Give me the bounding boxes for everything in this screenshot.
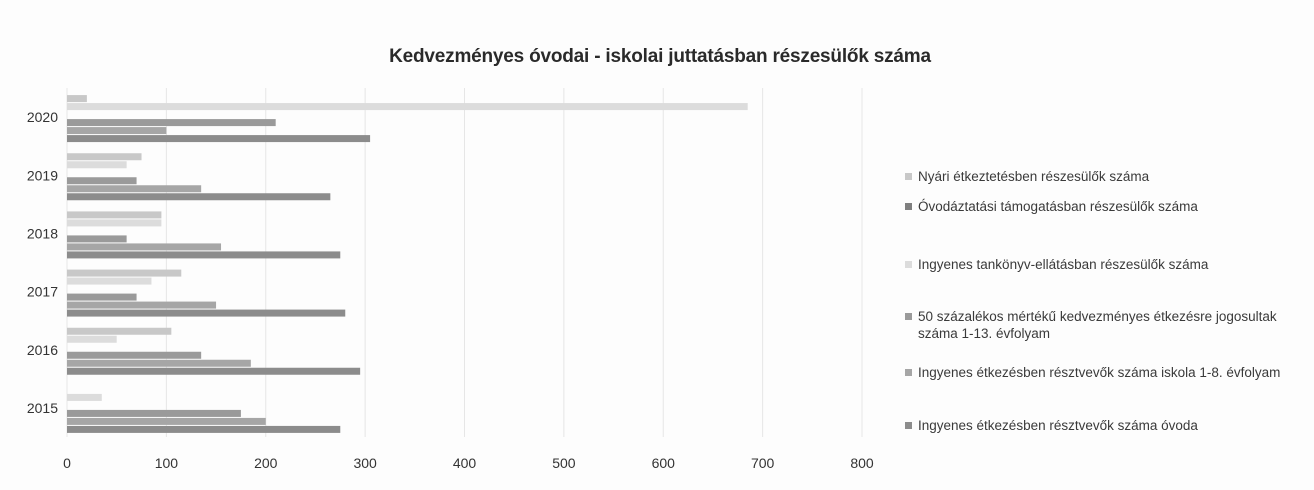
- legend-label: Ingyenes tankönyv-ellátásban részesülők …: [918, 257, 1209, 272]
- y-tick-label: 2019: [27, 167, 58, 183]
- x-tick-label: 200: [254, 455, 278, 471]
- y-tick-label: 2018: [27, 225, 58, 241]
- legend-swatch: [905, 369, 912, 376]
- bar: [67, 211, 162, 219]
- x-tick-label: 800: [850, 455, 874, 471]
- legend-item: Ingyenes tankönyv-ellátásban részesülők …: [905, 256, 1285, 273]
- bar: [67, 153, 142, 161]
- legend-item: 50 százalékos mértékű kedvezményes étkez…: [905, 308, 1285, 342]
- bar: [67, 235, 127, 243]
- bar: [67, 161, 127, 169]
- x-tick-label: 700: [751, 455, 775, 471]
- legend-item: Ingyenes étkezésben résztvevők száma óvo…: [905, 417, 1285, 434]
- legend-label: 50 százalékos mértékű kedvezményes étkez…: [918, 309, 1277, 341]
- legend-label: Ingyenes étkezésben résztvevők száma isk…: [918, 365, 1281, 380]
- bar: [67, 417, 266, 425]
- bar: [67, 409, 241, 417]
- bar: [67, 127, 167, 135]
- bar: [67, 193, 331, 201]
- legend-swatch: [905, 203, 912, 210]
- bar: [67, 251, 341, 259]
- y-tick-label: 2015: [27, 400, 58, 416]
- legend-label: Ingyenes étkezésben résztvevők száma óvo…: [918, 418, 1198, 433]
- bar: [67, 301, 217, 309]
- bar: [67, 219, 162, 227]
- bar: [67, 335, 117, 343]
- bar: [67, 425, 341, 433]
- x-tick-label: 0: [63, 455, 71, 471]
- legend-swatch: [905, 261, 912, 268]
- bar: [67, 119, 276, 127]
- bar: [67, 135, 371, 143]
- bar: [67, 243, 222, 251]
- bar: [67, 327, 172, 335]
- legend-item: Nyári étkeztetésben részesülők száma: [905, 168, 1285, 185]
- y-tick-label: 2016: [27, 342, 58, 358]
- bar: [67, 277, 152, 285]
- bar: [67, 351, 202, 359]
- legend-swatch: [905, 422, 912, 429]
- legend-label: Óvodáztatási támogatásban részesülők szá…: [918, 199, 1198, 214]
- legend-item: Ingyenes étkezésben résztvevők száma isk…: [905, 364, 1285, 381]
- legend-swatch: [905, 313, 912, 320]
- y-tick-label: 2020: [27, 109, 58, 125]
- bar: [67, 367, 361, 375]
- bar: [67, 293, 137, 301]
- legend-item: Óvodáztatási támogatásban részesülők szá…: [905, 198, 1285, 215]
- bar: [67, 177, 137, 185]
- bar: [67, 95, 87, 103]
- x-tick-label: 300: [353, 455, 377, 471]
- x-tick-label: 100: [155, 455, 179, 471]
- x-tick-label: 600: [652, 455, 676, 471]
- bar: [67, 309, 346, 317]
- plot-area: 0 100 200 300 400 500 600 700 800 2015 2016 2017 201…: [27, 88, 874, 471]
- x-tick-label: 500: [552, 455, 576, 471]
- bar: [67, 359, 251, 367]
- y-tick-label: 2017: [27, 284, 58, 300]
- chart-title: Kedvezményes óvodai - iskolai juttatásba…: [389, 46, 931, 67]
- bar: [67, 103, 748, 111]
- bar: [67, 269, 182, 277]
- x-tick-label: 400: [453, 455, 477, 471]
- bar: [67, 185, 202, 193]
- bar: [67, 393, 102, 401]
- legend-label: Nyári étkeztetésben részesülők száma: [918, 169, 1150, 184]
- legend-swatch: [905, 173, 912, 180]
